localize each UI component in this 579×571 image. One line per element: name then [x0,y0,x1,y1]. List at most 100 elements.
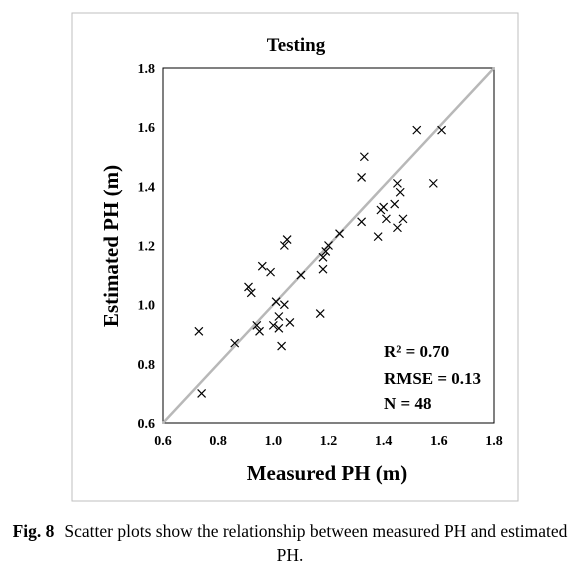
point-marker-stroke [398,214,408,224]
data-points [194,125,447,398]
data-point [274,323,284,333]
data-point [357,217,367,227]
point-marker-stroke [296,270,306,280]
point-marker-stroke [268,320,278,330]
data-point [246,288,256,298]
data-point [382,214,391,224]
data-point [318,252,328,262]
data-point [393,178,402,188]
data-point [296,270,306,280]
point-marker-stroke [266,267,275,277]
data-point [277,341,287,351]
point-marker-stroke [395,187,405,197]
x-tick-label: 0.8 [209,434,227,449]
point-marker-stroke [318,264,328,274]
point-marker-stroke [359,152,369,162]
data-point [257,261,267,271]
x-tick-label: 1.6 [430,434,448,449]
data-point [357,173,367,182]
data-point [390,199,400,209]
data-point [285,317,295,327]
x-tick-label: 1.4 [375,434,393,449]
point-marker-stroke [321,246,331,256]
data-point [244,282,253,292]
data-point [318,264,328,274]
data-point [194,326,204,336]
x-tick-label: 1.8 [485,434,503,449]
figure-caption: Fig. 8 Scatter plots show the relationshi… [10,519,570,567]
point-marker-stroke [357,173,367,182]
y-tick-label: 1.6 [138,121,156,136]
point-marker-stroke [335,229,344,239]
data-point [315,309,325,318]
x-axis-label: Measured PH (m) [247,461,408,485]
figure-caption-text: Scatter plots show the relationship betw… [64,521,568,565]
data-point [268,320,278,330]
x-tick-label: 1.2 [320,434,338,449]
y-tick-label: 1.2 [138,240,156,255]
data-point [393,223,402,233]
data-point [230,338,240,348]
n-annotation: N = 48 [384,394,431,413]
data-point [255,326,264,336]
data-point [359,152,369,162]
point-marker-stroke [379,202,389,212]
data-point [395,187,405,197]
point-marker-stroke [282,235,292,245]
y-tick-label: 0.8 [138,358,156,373]
data-point [321,246,331,256]
x-tick-labels: 0.6 0.8 1.0 1.2 1.4 1.6 1.8 [154,434,503,449]
point-marker-stroke [197,388,207,398]
data-point [282,235,292,245]
point-marker-stroke [271,297,281,307]
point-marker-stroke [230,338,240,348]
y-tick-label: 1.8 [138,62,156,77]
plot-border [162,67,495,424]
data-point [197,388,207,398]
data-point [279,241,289,250]
data-point [437,125,447,135]
point-marker-stroke [194,326,204,336]
y-axis-label: Estimated PH (m) [99,165,123,327]
point-marker-stroke [428,178,438,188]
data-point [412,125,422,135]
data-point [252,320,262,330]
chart-frame [71,12,519,502]
scatter-chart: Testing 0.6 0.8 1.0 1.2 1.4 1.6 1.8 0.6 0.8 1.0 1… [71,12,519,502]
r-squared-annotation: R² = 0.70 [384,342,449,361]
point-marker-stroke [324,241,333,250]
point-marker-stroke [252,320,262,330]
point-marker-stroke [257,261,267,271]
point-marker-stroke [382,214,391,224]
figure-label: Fig. 8 [12,521,55,541]
x-tick-label: 1.0 [265,434,283,449]
data-point [279,300,289,310]
point-marker-stroke [277,341,287,351]
point-marker-stroke [244,282,253,292]
rmse-annotation: RMSE = 0.13 [384,369,481,388]
point-marker-stroke [357,217,367,227]
data-point [324,241,333,250]
y-tick-label: 0.6 [138,417,156,432]
x-tick-label: 0.6 [154,434,172,449]
point-marker-stroke [285,317,295,327]
point-marker-stroke [318,252,328,262]
y-tick-labels: 0.6 0.8 1.0 1.2 1.4 1.6 1.8 [138,62,156,432]
point-marker-stroke [393,223,402,233]
data-point [398,214,408,224]
data-point [373,232,383,242]
point-marker-stroke [279,300,289,310]
data-point [335,229,344,239]
point-marker-stroke [393,178,402,188]
point-marker-stroke [246,288,256,298]
point-marker-stroke [255,326,264,336]
point-marker-stroke [274,312,284,321]
data-point [266,267,275,277]
y-tick-label: 1.0 [138,299,156,314]
point-marker-stroke [390,199,400,209]
chart-title: Testing [267,35,326,56]
point-marker-stroke [279,241,289,250]
y-tick-label: 1.4 [138,180,156,195]
point-marker-stroke [412,125,422,135]
point-marker-stroke [437,125,447,135]
